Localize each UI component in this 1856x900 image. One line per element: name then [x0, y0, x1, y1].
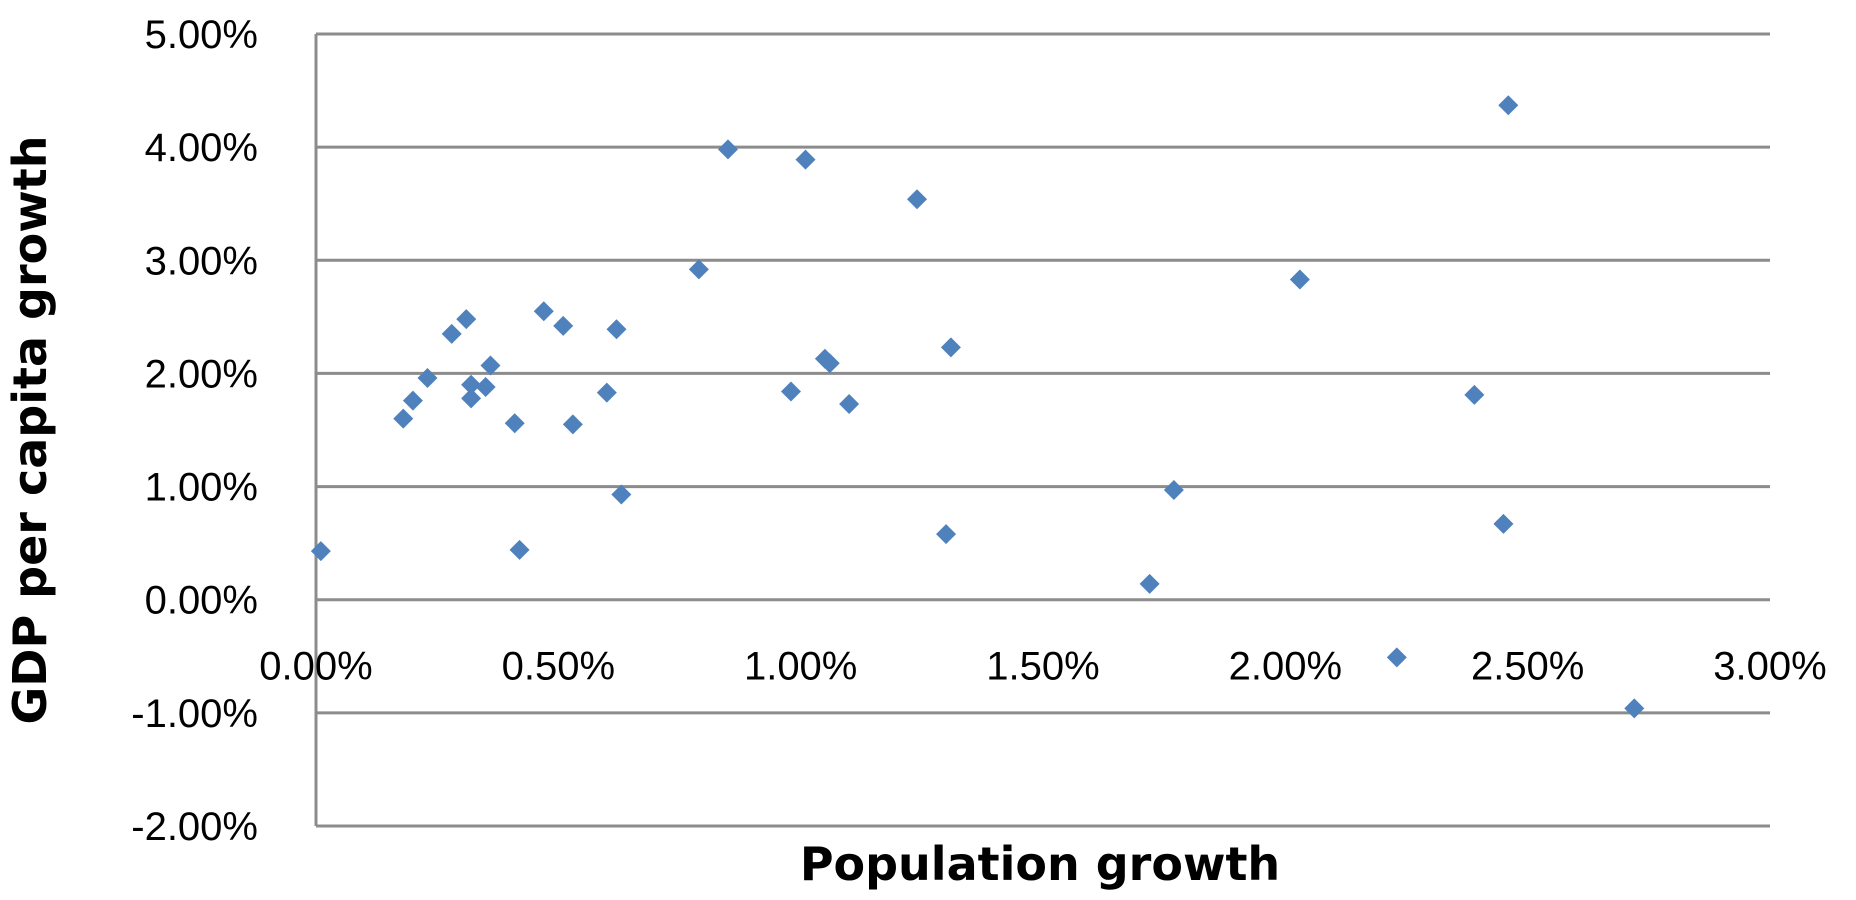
data-point-21 [795, 149, 816, 170]
data-point-24 [839, 393, 860, 414]
data-point-14 [562, 414, 583, 435]
gridlines [316, 32, 1770, 828]
data-point-30 [1289, 269, 1310, 290]
data-point-16 [606, 319, 627, 340]
data-point-18 [688, 259, 709, 280]
x-tick-label: 3.00% [1713, 645, 1826, 689]
data-point-8 [475, 377, 496, 398]
data-point-35 [1624, 698, 1645, 719]
data-point-33 [1493, 513, 1514, 534]
x-tick-label: 1.00% [744, 645, 857, 689]
data-point-28 [1139, 573, 1160, 594]
x-axis-title: Population growth [800, 837, 1280, 891]
data-point-13 [553, 315, 574, 336]
x-tick-label: 0.00% [259, 645, 372, 689]
data-point-3 [417, 367, 438, 388]
data-point-23 [819, 353, 840, 374]
data-point-4 [441, 323, 462, 344]
data-point-19 [717, 139, 738, 160]
data-point-17 [611, 484, 632, 505]
data-points [310, 95, 1645, 719]
data-point-7 [461, 388, 482, 409]
data-point-32 [1464, 384, 1485, 405]
y-tick-label: 1.00% [145, 466, 258, 510]
data-point-0 [310, 541, 331, 562]
data-point-26 [936, 524, 957, 545]
data-point-11 [509, 539, 530, 560]
data-point-29 [1163, 479, 1184, 500]
x-tick-label: 0.50% [502, 645, 615, 689]
y-tick-label: 2.00% [145, 352, 258, 396]
x-tick-label: 1.50% [986, 645, 1099, 689]
data-point-27 [940, 337, 961, 358]
x-tick-labels: 0.00% 0.50% 1.00% 1.50% 2.00% 2.50% 3.00% [259, 645, 1826, 689]
y-tick-label: 4.00% [145, 126, 258, 170]
data-point-12 [533, 301, 554, 322]
data-point-34 [1498, 95, 1519, 116]
y-tick-label: -1.00% [131, 692, 258, 736]
y-tick-labels: 5.00% 4.00% 3.00% 2.00% 1.00% 0.00% -1.00% -2.0… [131, 13, 258, 849]
data-point-31 [1386, 647, 1407, 668]
data-point-2 [402, 390, 423, 411]
y-tick-label: 5.00% [145, 13, 258, 57]
data-point-25 [906, 189, 927, 210]
data-point-9 [480, 355, 501, 376]
data-point-6 [461, 374, 482, 395]
y-axis-title: GDP per capita growth [3, 136, 57, 725]
data-point-5 [456, 309, 477, 330]
data-point-1 [393, 408, 414, 429]
data-point-20 [780, 381, 801, 402]
y-tick-label: -2.00% [131, 805, 258, 849]
y-tick-label: 0.00% [145, 579, 258, 623]
x-tick-label: 2.50% [1471, 645, 1584, 689]
y-tick-label: 3.00% [145, 239, 258, 283]
data-point-15 [596, 382, 617, 403]
data-point-10 [504, 413, 525, 434]
x-tick-label: 2.00% [1229, 645, 1342, 689]
